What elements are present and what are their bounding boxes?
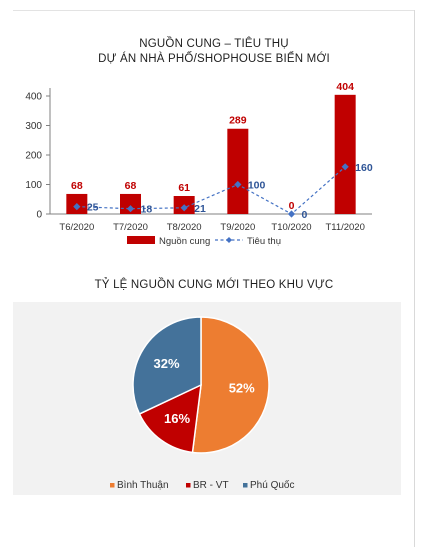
bar-nguon-cung: [334, 94, 356, 214]
legend-label-nguon-cung: Nguồn cung: [159, 236, 210, 247]
legend-label-tieu-thu: Tiêu thụ: [247, 236, 281, 247]
x-tick-label: T8/2020: [167, 222, 202, 233]
legend-marker-tieu-thu: [226, 237, 232, 243]
legend-swatch-nguon-cung: [127, 236, 155, 244]
line-data-label: 0: [302, 209, 308, 221]
line-marker-tieu-thu: [73, 203, 81, 211]
bar-data-label: 289: [229, 115, 247, 127]
y-tick-label: 300: [25, 121, 42, 132]
pie-chart-panel: [13, 302, 401, 495]
frame-top-border: [13, 10, 415, 11]
bar-data-label: 68: [71, 180, 83, 192]
y-tick-label: 100: [25, 180, 42, 191]
bar-chart-title-line2: DỰ ÁN NHÀ PHỐ/SHOPHOUSE BIỂN MỚI: [98, 53, 330, 65]
line-marker-tieu-thu: [341, 163, 349, 171]
page-frame: [13, 10, 415, 547]
bar-data-label: 404: [336, 81, 354, 93]
x-tick-label: T6/2020: [59, 222, 94, 233]
line-marker-tieu-thu: [180, 204, 188, 212]
pie-chart-title: TỶ LỆ NGUỒN CUNG MỚI THEO KHU VỰC: [94, 279, 334, 291]
x-tick-label: T10/2020: [271, 222, 311, 233]
line-data-label: 18: [141, 204, 153, 216]
frame-right-border: [414, 10, 415, 547]
bar-data-label: 68: [125, 180, 137, 192]
y-tick-label: 200: [25, 151, 42, 162]
y-tick-label: 0: [36, 210, 42, 221]
x-tick-label: T9/2020: [220, 222, 255, 233]
x-tick-label: T11/2020: [325, 222, 364, 233]
bar-chart: 0 100 200 300 400 68 68 61 289 0 404 T6/2020 T7/2020…: [25, 81, 373, 247]
bar-data-label: 61: [178, 182, 190, 194]
line-marker-tieu-thu: [126, 205, 135, 213]
bar-nguon-cung: [120, 193, 141, 214]
x-tick-label: T7/2020: [113, 222, 148, 233]
line-data-label: 25: [87, 202, 99, 214]
line-data-label: 160: [355, 162, 373, 174]
line-marker-tieu-thu: [234, 180, 242, 189]
line-marker-tieu-thu: [287, 210, 296, 218]
bar-data-label: 0: [289, 200, 295, 212]
y-tick-label: 400: [25, 92, 42, 103]
bar-chart-title-line1: NGUỒN CUNG – TIÊU THỤ: [139, 38, 289, 50]
line-tieu-thu: [76, 166, 346, 215]
bar-nguon-cung: [227, 128, 249, 214]
line-data-label: 100: [248, 180, 266, 192]
line-data-label: 21: [194, 203, 206, 215]
